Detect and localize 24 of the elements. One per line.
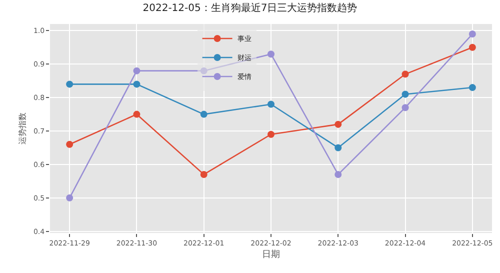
point	[468, 30, 476, 38]
point	[66, 140, 74, 148]
point	[200, 110, 208, 118]
point	[200, 170, 208, 178]
point	[334, 120, 342, 128]
point	[133, 80, 140, 88]
point	[268, 50, 274, 58]
point	[268, 100, 274, 108]
y-axis-title: 运势指数	[18, 112, 28, 144]
point	[402, 104, 409, 112]
point	[66, 80, 74, 88]
point	[133, 110, 140, 118]
point	[468, 44, 476, 51]
point	[334, 170, 342, 178]
point	[402, 70, 409, 78]
point	[468, 84, 476, 92]
x-axis-title: 日期	[262, 249, 280, 260]
point	[133, 67, 140, 74]
point	[334, 144, 342, 152]
point	[268, 130, 274, 138]
point	[402, 90, 409, 98]
point	[200, 67, 208, 74]
chart-title: 2022-12-05：生肖狗最近7日三大运势指数趋势	[142, 2, 358, 14]
point	[66, 194, 74, 202]
